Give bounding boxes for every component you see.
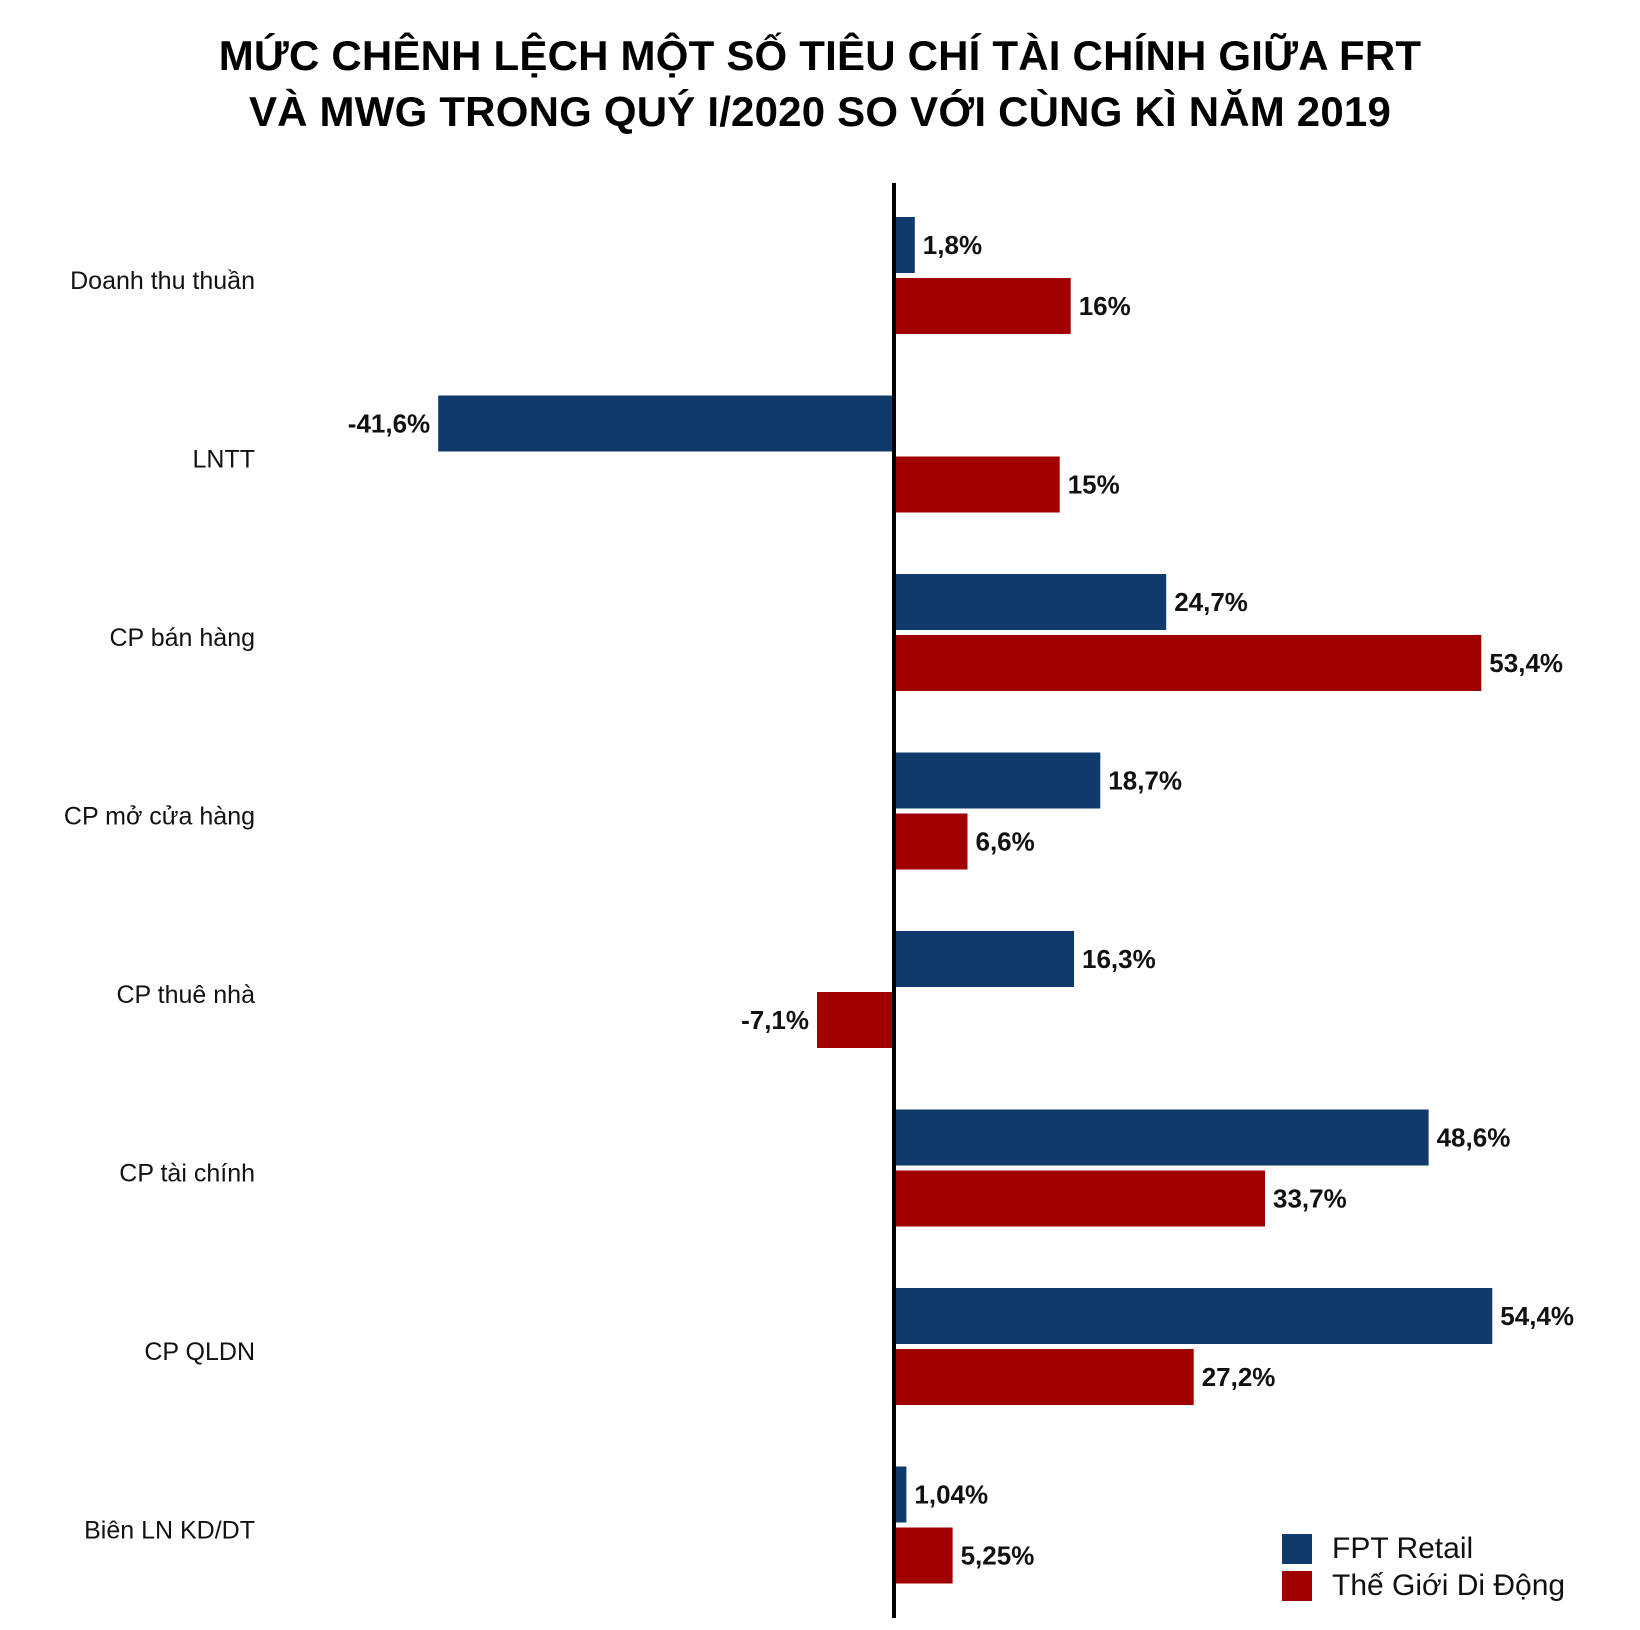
legend-label-the-gioi-di-dong: Thế Giới Di Động xyxy=(1332,1568,1566,1602)
category-label: Biên LN KD/DT xyxy=(84,1517,255,1545)
legend-item-the-gioi-di-dong: Thế Giới Di Động xyxy=(1282,1567,1565,1604)
chart-title-line-2: VÀ MWG TRONG QUÝ I/2020 SO VỚI CÙNG KÌ N… xyxy=(248,88,1392,135)
data-label: 27,2% xyxy=(1202,1362,1276,1392)
data-label: 5,25% xyxy=(961,1541,1035,1571)
bar-fpt-retail xyxy=(895,1288,1493,1344)
category-label: CP mở cửa hàng xyxy=(64,803,255,831)
data-label: 15% xyxy=(1068,470,1120,500)
category-label: CP bán hàng xyxy=(110,624,256,652)
bar-the-gioi-di-dong xyxy=(895,813,968,870)
bar-fpt-retail xyxy=(895,752,1101,809)
legend-label-fpt-retail: FPT Retail xyxy=(1332,1531,1474,1565)
bar-fpt-retail xyxy=(895,931,1074,987)
bar-fpt-retail xyxy=(895,1109,1429,1166)
data-label: 24,7% xyxy=(1174,587,1248,617)
category-label: CP thuê nhà xyxy=(116,981,255,1009)
category-label: CP QLDN xyxy=(144,1338,255,1366)
category-label: Doanh thu thuần xyxy=(70,267,255,295)
bar-fpt-retail xyxy=(895,574,1167,630)
data-label: -7,1% xyxy=(741,1005,809,1035)
data-label: -41,6% xyxy=(348,409,430,439)
category-label: CP tài chính xyxy=(119,1160,255,1188)
legend: FPT Retail Thế Giới Di Động xyxy=(1282,1530,1565,1604)
chart-title: MỨC CHÊNH LỆCH MỘT SỐ TIÊU CHÍ TÀI CHÍNH… xyxy=(0,28,1640,140)
data-label: 16% xyxy=(1079,291,1131,321)
bar-fpt-retail xyxy=(895,217,915,273)
bar-the-gioi-di-dong xyxy=(895,456,1060,513)
bar-the-gioi-di-dong xyxy=(895,1170,1265,1227)
bar-the-gioi-di-dong xyxy=(895,278,1071,334)
bar-the-gioi-di-dong xyxy=(895,635,1482,691)
data-label: 1,04% xyxy=(914,1480,988,1510)
data-label: 1,8% xyxy=(923,230,982,260)
data-label: 33,7% xyxy=(1273,1184,1347,1214)
bar-fpt-retail xyxy=(895,1466,907,1523)
bar-the-gioi-di-dong xyxy=(895,1527,953,1584)
bar-the-gioi-di-dong xyxy=(817,992,895,1048)
data-label: 18,7% xyxy=(1108,766,1182,796)
legend-swatch-fpt-retail xyxy=(1282,1533,1312,1564)
data-label: 53,4% xyxy=(1489,648,1563,678)
bar-the-gioi-di-dong xyxy=(895,1349,1194,1405)
data-label: 54,4% xyxy=(1500,1301,1574,1331)
legend-swatch-the-gioi-di-dong xyxy=(1282,1570,1312,1601)
data-label: 6,6% xyxy=(976,827,1035,857)
category-label: LNTT xyxy=(193,446,256,474)
data-label: 16,3% xyxy=(1082,944,1156,974)
chart-title-line-1: MỨC CHÊNH LỆCH MỘT SỐ TIÊU CHÍ TÀI CHÍNH… xyxy=(218,32,1422,79)
bar-fpt-retail xyxy=(438,395,895,452)
data-label: 48,6% xyxy=(1437,1123,1511,1153)
legend-item-fpt-retail: FPT Retail xyxy=(1282,1530,1565,1567)
